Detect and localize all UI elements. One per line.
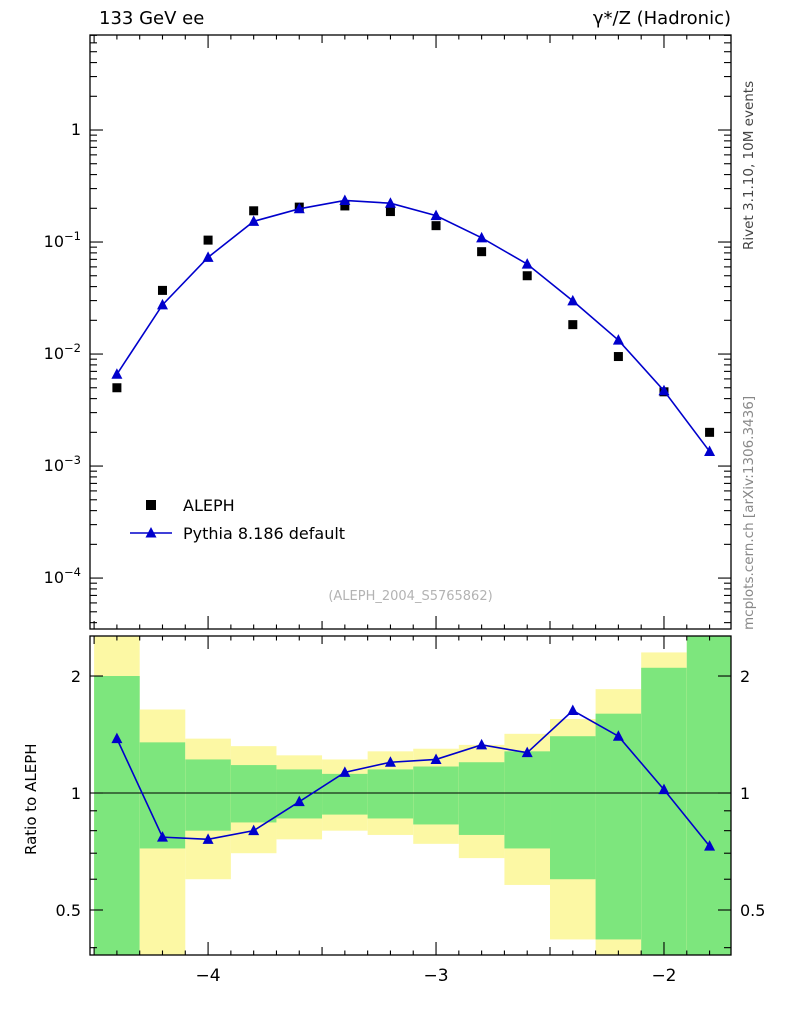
svg-text:1: 1 <box>71 120 81 139</box>
svg-text:2: 2 <box>71 667 81 686</box>
beam-energy-label: 133 GeV ee <box>99 8 205 29</box>
svg-text:Pythia 8.186 default: Pythia 8.186 default <box>183 524 345 543</box>
process-label: γ*/Z (Hadronic) <box>592 8 731 29</box>
svg-text:−4: −4 <box>196 966 221 986</box>
svg-text:1: 1 <box>740 784 750 803</box>
svg-text:ALEPH: ALEPH <box>183 496 235 515</box>
svg-text:1: 1 <box>71 784 81 803</box>
svg-text:−3: −3 <box>423 966 448 986</box>
svg-text:10−3: 10−3 <box>44 453 81 475</box>
svg-text:10−4: 10−4 <box>44 565 81 587</box>
svg-text:2: 2 <box>740 667 750 686</box>
svg-text:0.5: 0.5 <box>740 901 765 920</box>
analysis-watermark: (ALEPH_2004_S5765862) <box>328 589 493 604</box>
svg-text:0.5: 0.5 <box>56 901 81 920</box>
svg-text:10−1: 10−1 <box>44 229 81 251</box>
svg-text:−2: −2 <box>651 966 676 986</box>
svg-text:10−2: 10−2 <box>44 341 81 363</box>
